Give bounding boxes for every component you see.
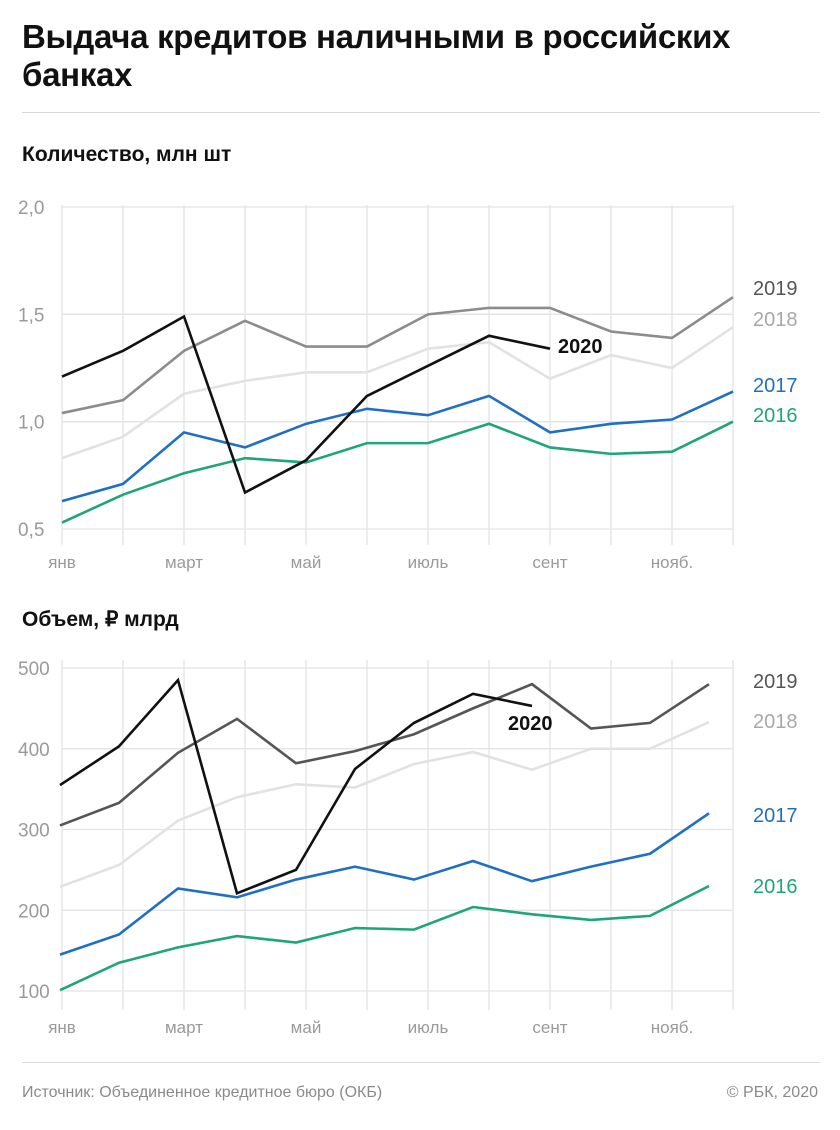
y-tick-label: 1,5 [18,305,44,326]
chart-quantity: янв март май июль сент нояб. 2,0 1,5 1,0 0,5 2019 2… [18,198,798,572]
divider [22,1062,820,1063]
series-line-2020 [61,314,551,495]
y-tick-label: 100 [18,982,50,1003]
chart-2-title: Объем, ₽ млрд [22,608,179,631]
x-tick-label: март [165,1018,203,1037]
legend-label-2018: 2018 [753,309,798,331]
x-tick-label: июль [408,1018,449,1037]
series-line-2019 [59,682,710,827]
x-tick-label: нояб. [651,553,694,572]
series-line-2020 [59,677,533,896]
source-note: Источник: Объединенное кредитное бюро (О… [22,1084,383,1101]
legend-label-2020: 2020 [558,336,603,358]
legend-label-2016: 2016 [753,405,798,427]
x-tick-label: сент [532,1018,567,1037]
series-line-2017 [61,390,734,503]
legend-label-2019: 2019 [753,671,798,693]
legend-label-2016: 2016 [753,876,798,898]
y-tick-label: 300 [18,821,50,842]
x-tick-label: май [291,553,322,572]
y-tick-label: 1,0 [18,413,44,434]
divider [22,112,820,113]
x-tick-label: май [291,1018,322,1037]
x-tick-label: янв [48,1018,76,1037]
x-tick-label: янв [48,553,76,572]
series-line-2017 [59,812,710,956]
series-line-2018 [61,326,734,460]
chart-1-title: Количество, млн шт [22,143,232,166]
legend-label-2018: 2018 [753,711,798,733]
x-tick-label: июль [408,553,449,572]
page-title: Выдача кредитов наличными в российских б… [22,18,731,93]
x-tick-label: сент [532,553,567,572]
x-tick-label: нояб. [651,1018,694,1037]
legend-label-2017: 2017 [753,375,798,397]
legend-label-2019: 2019 [753,278,798,300]
y-tick-label: 400 [18,740,50,761]
chart-volume: янв март май июль сент нояб. 500 400 300 200 100 20… [18,659,798,1037]
x-tick-label: март [165,553,203,572]
series-line-2019 [61,296,734,415]
copyright: © РБК, 2020 [726,1084,818,1101]
series-line-2016 [61,420,734,524]
legend-label-2017: 2017 [753,805,798,827]
series-line-2018 [59,720,710,889]
y-tick-label: 200 [18,901,50,922]
legend-label-2020: 2020 [508,713,553,735]
y-tick-label: 2,0 [18,198,44,219]
y-tick-label: 500 [18,659,50,680]
series-line-2016 [59,884,710,992]
y-tick-label: 0,5 [18,520,44,541]
